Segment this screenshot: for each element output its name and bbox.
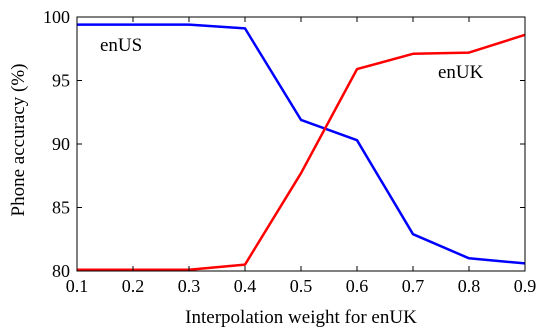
x-tick-label-7: 0.8 bbox=[458, 276, 481, 296]
series-label-enuk: enUK bbox=[438, 62, 484, 83]
x-tick-label-4: 0.5 bbox=[290, 276, 313, 296]
x-tick-label-6: 0.7 bbox=[402, 276, 425, 296]
series-line-enus bbox=[77, 23, 526, 265]
y-axis: 80 85 90 95 100 bbox=[43, 7, 525, 281]
y-tick-label-3: 95 bbox=[52, 71, 70, 91]
y-tick-label-4: 100 bbox=[43, 7, 70, 27]
x-axis-label: Interpolation weight for enUK bbox=[185, 307, 417, 328]
x-tick-label-5: 0.6 bbox=[346, 276, 369, 296]
x-tick-label-2: 0.3 bbox=[178, 276, 201, 296]
x-tick-label-8: 0.9 bbox=[514, 276, 537, 296]
x-tick-label-1: 0.2 bbox=[122, 276, 145, 296]
plot-marks bbox=[77, 23, 526, 271]
series-line-enuk bbox=[77, 33, 526, 271]
plot-frame bbox=[76, 16, 526, 272]
x-tick-label-3: 0.4 bbox=[234, 276, 257, 296]
x-axis: 0.1 0.2 0.3 0.4 0.5 0.6 0.7 0.8 0.9 bbox=[66, 17, 537, 296]
y-tick-label-2: 90 bbox=[52, 134, 70, 154]
y-axis-label: Phone accuracy (%) bbox=[8, 64, 29, 217]
y-tick-label-0: 80 bbox=[52, 261, 70, 281]
x-tick-label-0: 0.1 bbox=[66, 276, 89, 296]
y-tick-label-1: 85 bbox=[52, 198, 70, 218]
series-label-enus: enUS bbox=[100, 35, 142, 56]
